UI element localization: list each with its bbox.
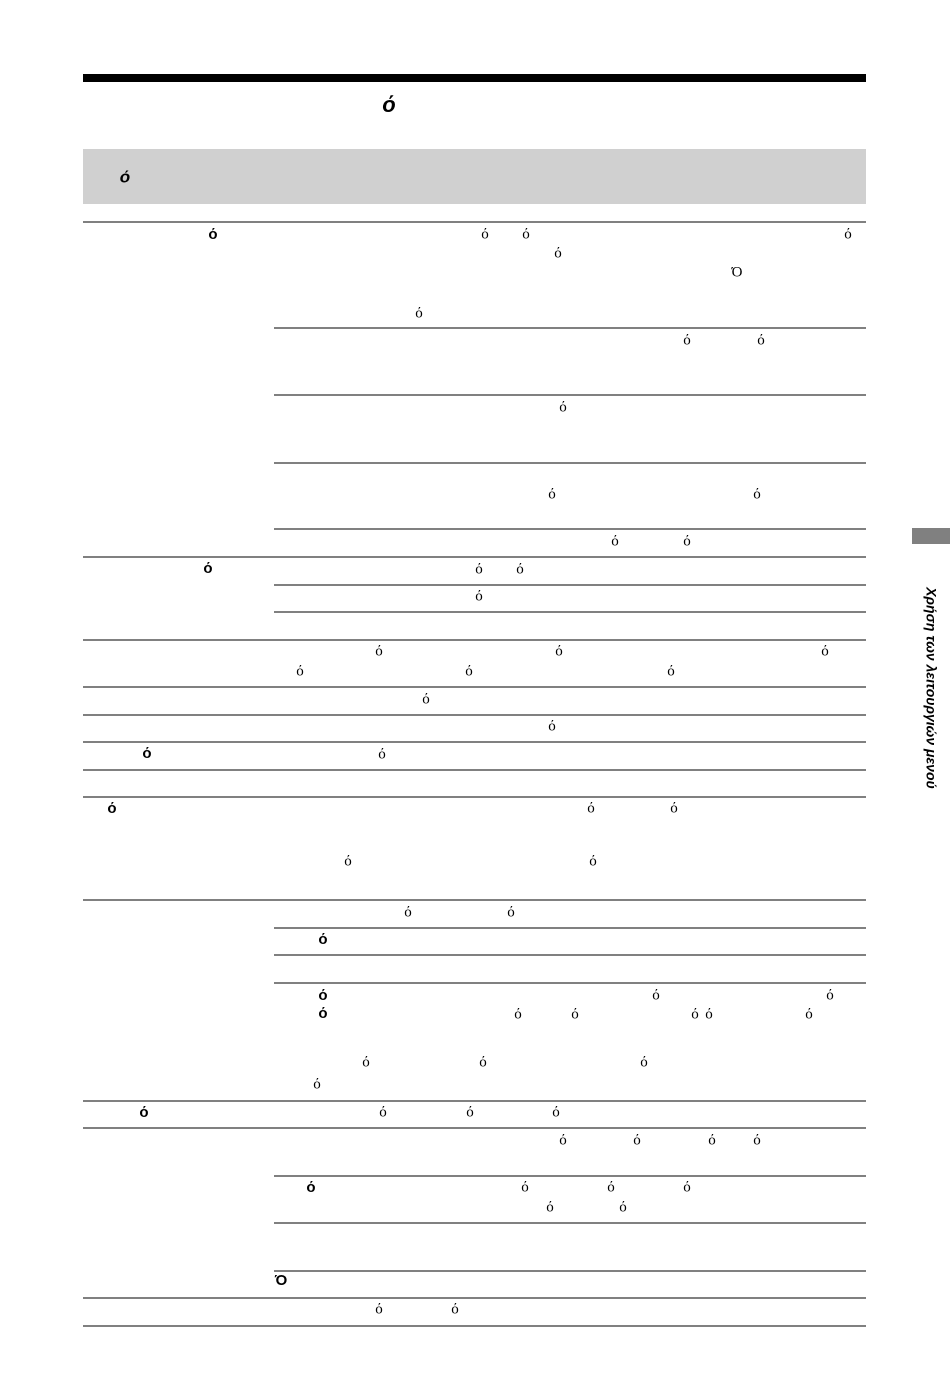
cell-text: ό	[753, 1132, 761, 1148]
label: ό	[107, 800, 116, 817]
label: ό	[306, 1179, 315, 1196]
cell-text: ό	[475, 588, 483, 604]
cell-text: ό	[652, 987, 660, 1003]
cell-text: ό	[611, 533, 619, 549]
label: ό	[318, 987, 327, 1004]
cell-text: ό	[404, 904, 412, 920]
label: ό	[142, 745, 151, 762]
cell-text: ό	[375, 643, 383, 659]
cell-text: ό	[522, 226, 530, 242]
side-tab	[912, 528, 950, 544]
page-title: ό	[382, 92, 395, 117]
cell-text: ό	[708, 1132, 716, 1148]
label: ό	[203, 560, 212, 577]
cell-text: ό	[451, 1301, 459, 1317]
section-title: ό	[120, 167, 130, 186]
label: ό	[318, 1005, 327, 1022]
cell-text: ό	[415, 305, 423, 321]
cell-text: ό	[757, 332, 765, 348]
cell-text: ό	[375, 1301, 383, 1317]
label: Ό	[274, 1272, 287, 1289]
cell-text: ό	[589, 853, 597, 869]
cell-text: ό	[296, 663, 304, 679]
cell-text: ό	[667, 663, 675, 679]
cell-text: ό	[555, 643, 563, 659]
cell-text: ό	[344, 853, 352, 869]
cell-text: ό	[475, 561, 483, 577]
cell-text: ό	[683, 1179, 691, 1195]
cell-text: ό	[705, 1006, 713, 1022]
cell-text: ό	[633, 1132, 641, 1148]
section-band	[83, 149, 866, 204]
cell-text: ό	[683, 533, 691, 549]
cell-text: ό	[683, 332, 691, 348]
cell-text: ό	[362, 1054, 370, 1070]
cell-text: ό	[619, 1199, 627, 1215]
cell-text: ό	[559, 399, 567, 415]
cell-text: ό	[640, 1054, 648, 1070]
cell-text: ό	[516, 561, 524, 577]
top-rule	[83, 74, 866, 82]
cell-text: ό	[466, 1104, 474, 1120]
cell-text: ό	[378, 746, 386, 762]
label: ό	[318, 931, 327, 948]
cell-text: ό	[554, 245, 562, 261]
cell-text: ό	[844, 226, 852, 242]
cell-text: ό	[552, 1104, 560, 1120]
cell-text: ό	[546, 1199, 554, 1215]
cell-text: ό	[805, 1006, 813, 1022]
cell-text: ό	[548, 486, 556, 502]
cell-text: ό	[559, 1132, 567, 1148]
side-tab-label: Χρήση των λειτουργιών μενού	[923, 586, 939, 789]
cell-text: ό	[670, 800, 678, 816]
cell-text: ό	[514, 1006, 522, 1022]
label: ό	[208, 226, 217, 243]
cell-text: ό	[521, 1179, 529, 1195]
cell-text: ό	[422, 691, 430, 707]
cell-text: ό	[571, 1006, 579, 1022]
cell-text: ό	[379, 1104, 387, 1120]
cell-text: ό	[479, 1054, 487, 1070]
cell-text: ό	[753, 486, 761, 502]
cell-text: ό	[465, 663, 473, 679]
cell-text: Ό	[731, 264, 743, 280]
label: ό	[139, 1104, 148, 1121]
table-rules	[83, 221, 866, 1327]
cell-text: ό	[313, 1076, 321, 1092]
cell-text: ό	[548, 718, 556, 734]
cell-text: ό	[507, 904, 515, 920]
cell-text: ό	[826, 987, 834, 1003]
cell-text: ό	[481, 226, 489, 242]
cell-text: ό	[607, 1179, 615, 1195]
cell-text: ό	[691, 1006, 699, 1022]
cell-text: ό	[821, 643, 829, 659]
cell-text: ό	[587, 800, 595, 816]
